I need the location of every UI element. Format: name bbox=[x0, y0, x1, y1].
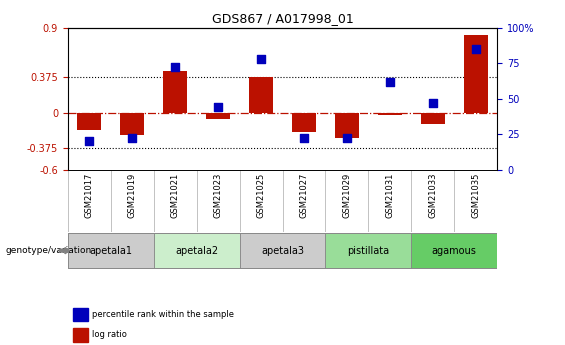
Text: GSM21023: GSM21023 bbox=[214, 173, 223, 218]
FancyBboxPatch shape bbox=[154, 233, 240, 268]
Bar bbox=[120, 113, 144, 135]
Text: percentile rank within the sample: percentile rank within the sample bbox=[92, 310, 233, 319]
Point bbox=[128, 136, 137, 141]
Bar bbox=[464, 35, 488, 113]
Text: GSM21017: GSM21017 bbox=[85, 173, 94, 218]
Point bbox=[257, 56, 266, 62]
Point bbox=[428, 100, 437, 106]
Text: genotype/variation: genotype/variation bbox=[6, 246, 92, 255]
Text: GSM21033: GSM21033 bbox=[428, 173, 437, 218]
Text: apetala2: apetala2 bbox=[175, 246, 218, 256]
Text: agamous: agamous bbox=[432, 246, 477, 256]
FancyBboxPatch shape bbox=[68, 233, 154, 268]
Title: GDS867 / A017998_01: GDS867 / A017998_01 bbox=[212, 12, 353, 25]
Text: GSM21025: GSM21025 bbox=[257, 173, 266, 218]
Text: GSM21019: GSM21019 bbox=[128, 173, 137, 218]
Text: GSM21021: GSM21021 bbox=[171, 173, 180, 218]
Text: GSM21031: GSM21031 bbox=[385, 173, 394, 218]
Bar bbox=[206, 113, 230, 119]
Text: pistillata: pistillata bbox=[347, 246, 389, 256]
Bar bbox=[421, 113, 445, 124]
Point bbox=[471, 46, 480, 52]
FancyBboxPatch shape bbox=[325, 233, 411, 268]
Point bbox=[299, 136, 308, 141]
Bar bbox=[77, 113, 101, 130]
Point bbox=[171, 65, 180, 70]
Bar bbox=[378, 113, 402, 115]
FancyBboxPatch shape bbox=[240, 233, 325, 268]
Text: log ratio: log ratio bbox=[92, 331, 127, 339]
Point bbox=[385, 79, 394, 84]
Bar bbox=[249, 77, 273, 113]
Point bbox=[214, 105, 223, 110]
Text: apetala3: apetala3 bbox=[261, 246, 304, 256]
Text: GSM21027: GSM21027 bbox=[299, 173, 308, 218]
FancyBboxPatch shape bbox=[411, 233, 497, 268]
Text: apetala1: apetala1 bbox=[89, 246, 132, 256]
Bar bbox=[292, 113, 316, 132]
Text: GSM21035: GSM21035 bbox=[471, 173, 480, 218]
Bar bbox=[163, 71, 187, 113]
Text: GSM21029: GSM21029 bbox=[342, 173, 351, 218]
Bar bbox=[335, 113, 359, 138]
Point bbox=[342, 136, 351, 141]
Point bbox=[85, 138, 94, 144]
